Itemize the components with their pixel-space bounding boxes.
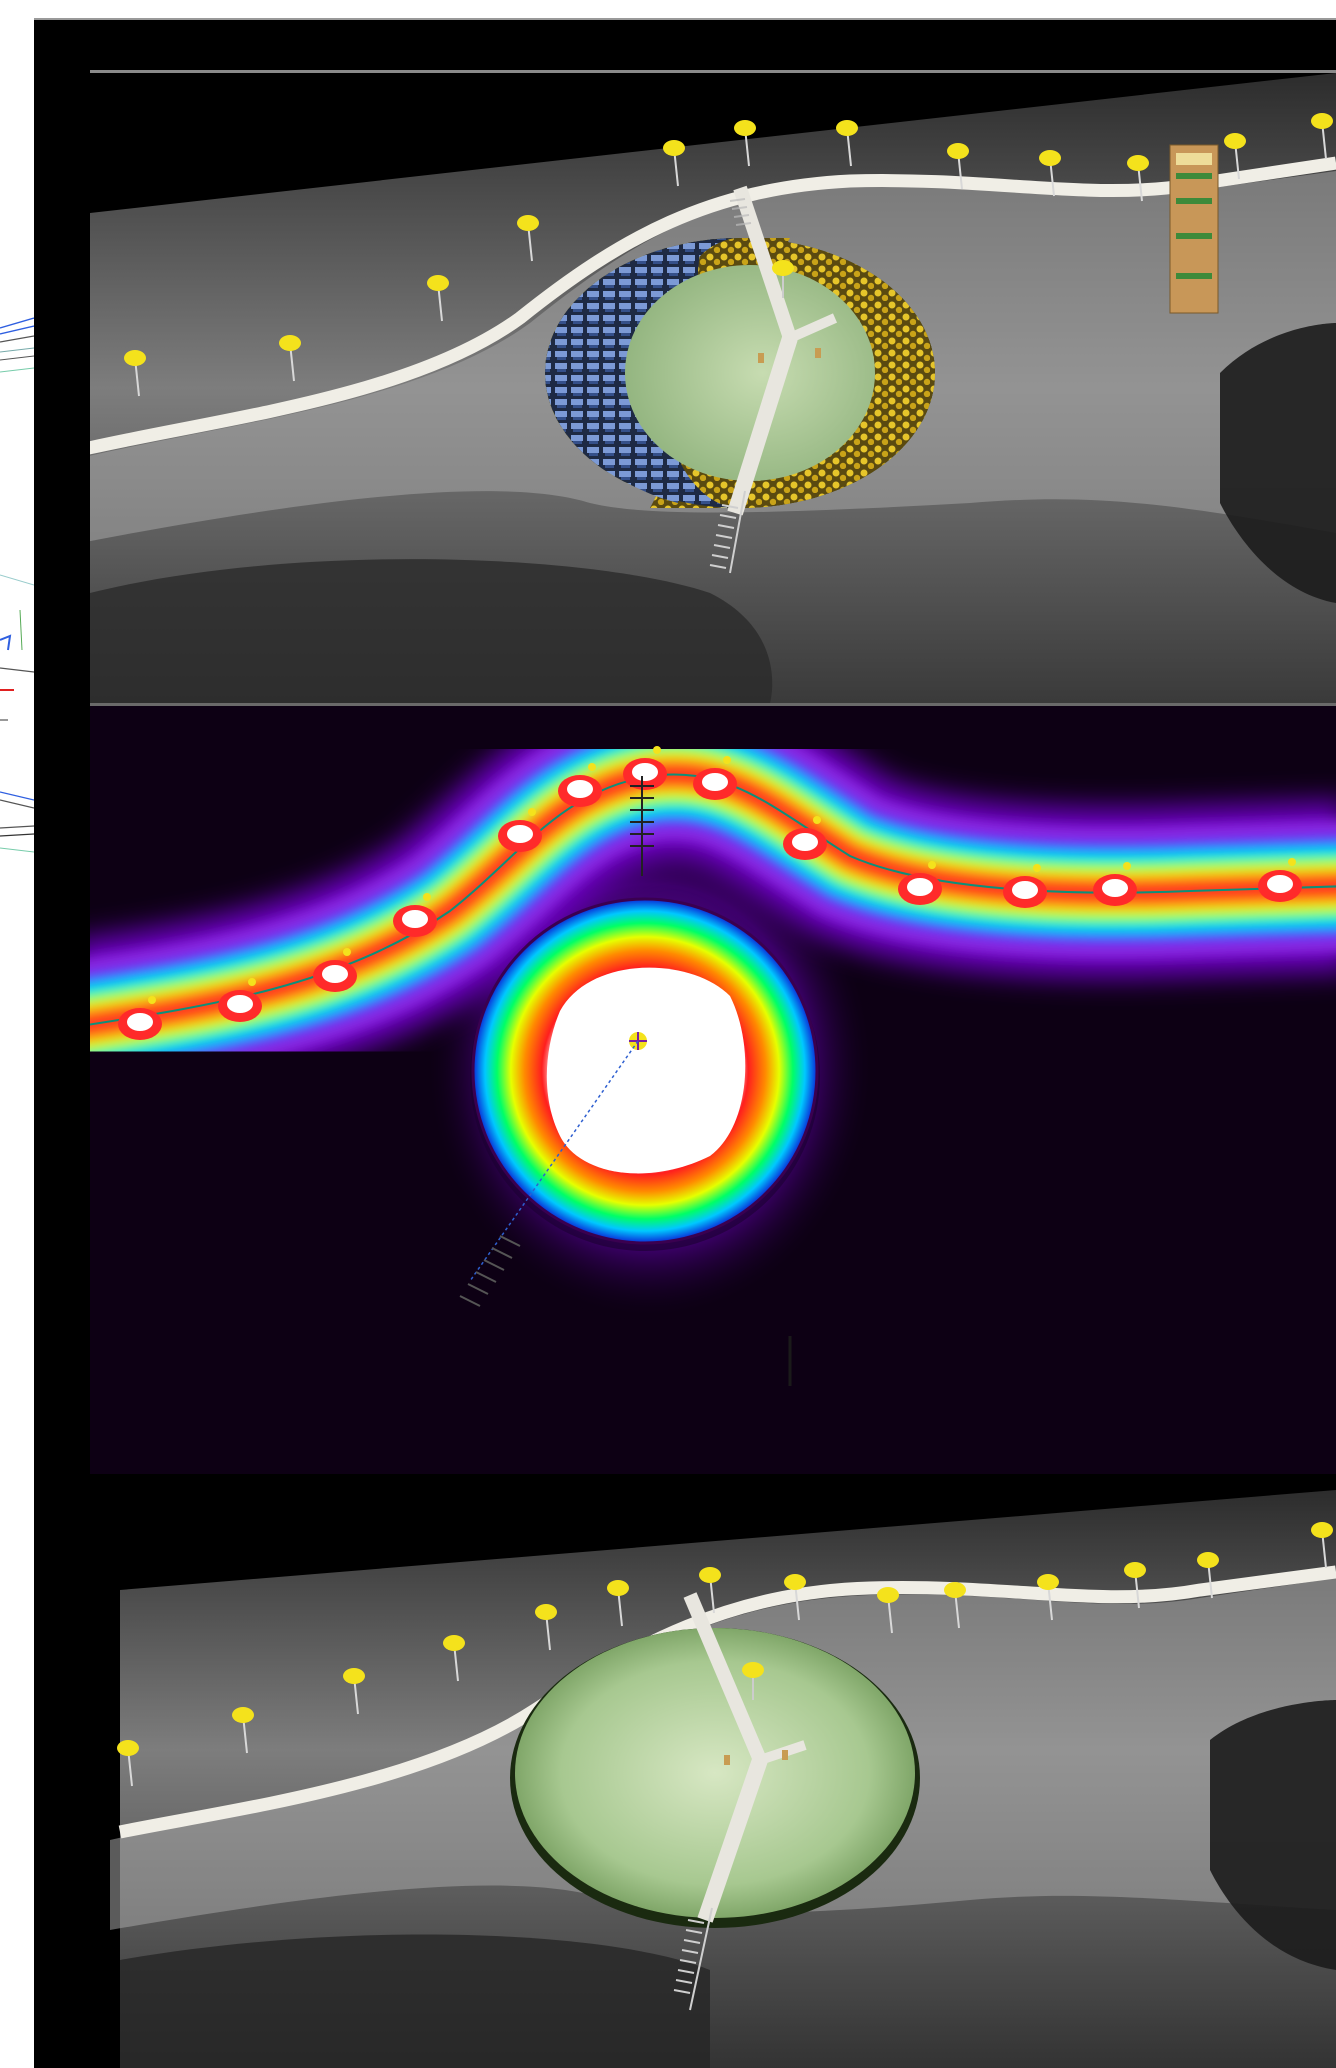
street-lamp-icon [1127,155,1149,202]
street-lamp-icon [232,1707,254,1754]
render-panel-false-color [90,703,1336,1474]
illuminance-hotspot [322,965,348,983]
street-lamp-row [117,1522,1333,1787]
street-lamp-icon [427,275,449,322]
illuminance-hotspot [507,825,533,843]
street-lamp-icon [723,756,731,764]
street-lamp-icon [784,1574,806,1621]
street-lamp-icon [517,215,539,262]
street-lamp-icon [1123,862,1131,870]
street-lamp-icon [877,1587,899,1634]
street-lamp-icon [535,1604,557,1651]
lawn [625,265,875,481]
street-lamp-icon [1197,1552,1219,1599]
street-lamp-icon [1311,113,1333,160]
street-lamp-icon [699,1567,721,1614]
street-lamp-icon [124,350,146,397]
street-lamp-icon [528,808,536,816]
street-lamp-icon [117,1740,139,1787]
street-lamp-icon [1037,1574,1059,1621]
street-lamp-icon [279,335,301,382]
street-lamp-icon [734,120,756,167]
street-lamp-icon [343,948,351,956]
illuminance-hotspot [907,878,933,896]
street-lamp-icon [423,893,431,901]
render-panel-lawn [90,1490,1336,2068]
illuminance-hotspot [702,773,728,791]
render-panel-color [90,70,1336,703]
street-lamp-icon [742,1662,764,1700]
street-lamp-icon [1288,858,1296,866]
street-lamp-icon [772,260,794,298]
street-lamp-icon [947,143,969,190]
illuminance-hotspots [118,746,1302,1040]
street-lamp-icon [343,1668,365,1715]
illuminance-hotspot [1267,875,1293,893]
illuminance-hotspot [1012,881,1038,899]
street-lamp-icon [1039,150,1061,197]
info-sign-icon [1169,144,1219,314]
street-lamp-icon [588,763,596,771]
street-lamp-icon [148,996,156,1004]
street-lamp-icon [813,816,821,824]
illuminance-hotspot [402,910,428,928]
illuminance-hotspot [567,780,593,798]
illuminance-hotspot [632,763,658,781]
street-lamp-icon [944,1582,966,1629]
street-lamp-icon [1033,864,1041,872]
walkway-path [90,156,1336,455]
street-lamp-icon [1311,1522,1333,1569]
street-lamp-icon [836,120,858,167]
illuminance-hotspot [127,1013,153,1031]
street-lamp-icon [443,1635,465,1682]
street-lamp-icon [607,1580,629,1627]
street-lamp-icon [928,861,936,869]
street-lamp-icon [663,140,685,187]
illuminance-hotspot [1102,879,1128,897]
street-lamp-row [124,113,1333,397]
illuminance-hotspot [227,995,253,1013]
street-lamp-icon [653,746,661,754]
street-lamp-icon [1124,1562,1146,1609]
lawn [515,1628,915,1918]
street-lamp-icon [248,978,256,986]
illuminance-hotspot [792,833,818,851]
cad-drawing-fragment [0,0,34,2068]
street-lamp-icon [1224,133,1246,180]
